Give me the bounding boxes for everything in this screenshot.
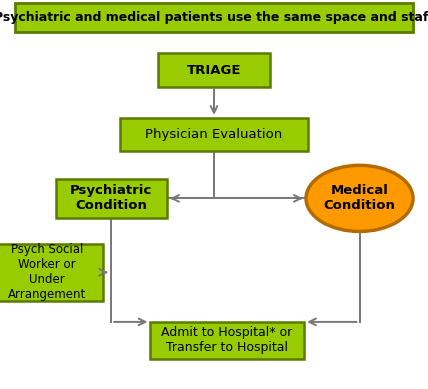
- Text: Admit to Hospital* or
Transfer to Hospital: Admit to Hospital* or Transfer to Hospit…: [161, 326, 292, 354]
- Ellipse shape: [306, 165, 413, 231]
- FancyBboxPatch shape: [0, 244, 103, 301]
- Text: Psych Social
Worker or
Under
Arrangement: Psych Social Worker or Under Arrangement: [8, 243, 86, 301]
- FancyBboxPatch shape: [150, 322, 304, 359]
- Text: Medical
Condition: Medical Condition: [324, 184, 395, 212]
- Text: TRIAGE: TRIAGE: [187, 63, 241, 77]
- Text: Psychiatric and medical patients use the same space and staff: Psychiatric and medical patients use the…: [0, 11, 428, 24]
- Text: Psychiatric
Condition: Psychiatric Condition: [70, 184, 152, 212]
- FancyBboxPatch shape: [15, 3, 413, 32]
- FancyBboxPatch shape: [158, 54, 270, 87]
- Text: Physician Evaluation: Physician Evaluation: [146, 128, 282, 141]
- FancyBboxPatch shape: [56, 179, 167, 218]
- FancyBboxPatch shape: [120, 118, 308, 151]
